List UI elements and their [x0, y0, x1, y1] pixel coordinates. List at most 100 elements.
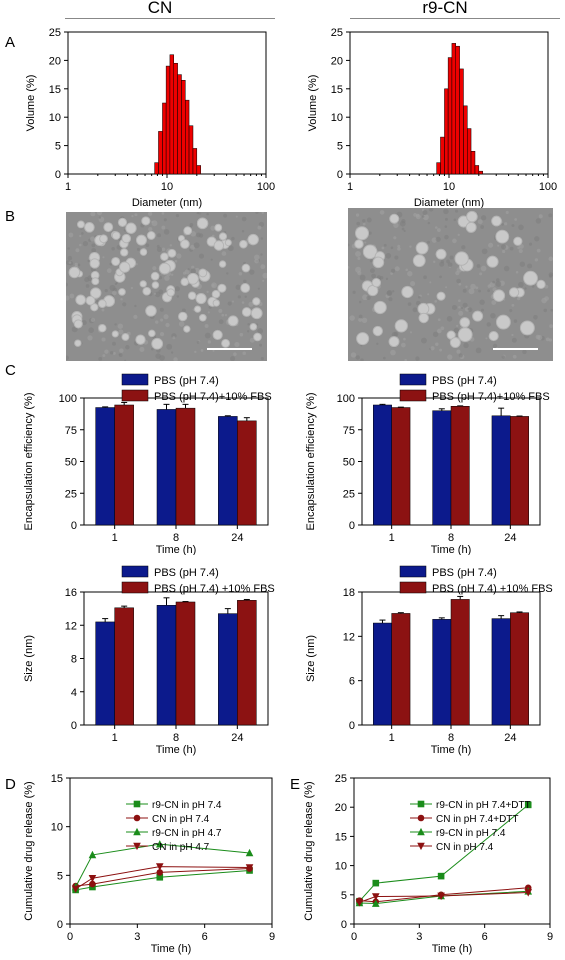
tem-particle — [212, 329, 223, 341]
tem-noise — [430, 346, 435, 351]
x-tick-label: 8 — [173, 732, 179, 744]
y-tick-label: 12 — [343, 631, 355, 643]
tem-noise — [513, 319, 518, 323]
x-tick-label: 24 — [231, 732, 243, 744]
y-tick-label: 12 — [65, 620, 77, 632]
tem-noise — [433, 260, 436, 264]
tem-noise — [109, 351, 114, 355]
tem-particle — [187, 291, 197, 301]
tem-noise — [260, 237, 264, 240]
tem-particle — [211, 289, 221, 299]
tem-noise — [165, 322, 170, 328]
tem-particle — [90, 303, 99, 312]
tem-noise — [390, 349, 396, 356]
tem-particle — [508, 287, 520, 298]
tem-noise — [415, 356, 420, 361]
tem-noise — [261, 212, 264, 214]
column-title-r9cn: r9-CN — [422, 0, 468, 17]
legend-marker — [133, 800, 141, 808]
tem-noise — [247, 322, 251, 326]
tem-noise — [518, 281, 524, 288]
tem-particle — [415, 241, 429, 255]
tem-noise — [247, 330, 250, 333]
tem-particle — [247, 233, 259, 246]
data-point — [89, 880, 96, 888]
y-tick-label: 6 — [349, 676, 355, 688]
chart-encapsulation-cn: 0 25 50 75 100 Time (h) Encapsulation efficien… — [23, 373, 272, 555]
tem-particle — [166, 288, 175, 297]
x-tick-label: 100 — [257, 181, 275, 193]
tem-noise — [516, 296, 521, 301]
tem-noise — [481, 308, 485, 312]
plot-frame — [353, 777, 551, 925]
tem-noise — [262, 279, 265, 282]
tem-noise — [465, 285, 468, 288]
tem-noise — [435, 342, 439, 346]
tem-noise — [112, 341, 116, 346]
tem-noise — [163, 229, 170, 235]
tem-noise — [259, 343, 263, 347]
histogram-bar — [459, 68, 464, 175]
tem-noise — [176, 253, 182, 259]
y-tick-label: 0 — [71, 720, 77, 732]
tem-noise — [492, 280, 495, 284]
x-axis-label: Time (h) — [151, 943, 192, 955]
y-tick-label: 0 — [57, 919, 63, 931]
tem-noise — [112, 351, 116, 355]
tem-noise — [487, 289, 490, 293]
tem-noise — [427, 221, 431, 225]
legend-label: PBS (pH 7.4) — [432, 375, 497, 387]
tem-noise — [519, 261, 526, 267]
tem-noise — [231, 236, 235, 241]
tem-noise — [196, 232, 201, 238]
tem-noise — [440, 326, 445, 331]
tem-noise — [257, 225, 262, 230]
tem-noise — [502, 249, 506, 254]
y-tick-label: 75 — [65, 425, 77, 437]
y-axis-label: Cumulative drug release (%) — [23, 781, 35, 920]
histogram-bar — [455, 45, 460, 175]
bar-pbs — [218, 613, 238, 726]
tem-noise — [133, 314, 138, 319]
legend-label: PBS (pH 7.4) — [154, 375, 219, 387]
tem-particle — [253, 332, 262, 342]
tem-noise — [548, 256, 553, 262]
tem-noise — [221, 251, 227, 256]
y-tick-label: 20 — [335, 802, 347, 814]
tem-noise — [392, 290, 395, 293]
x-tick-label: 8 — [448, 532, 454, 544]
legend-swatch — [399, 389, 427, 402]
tem-noise — [174, 286, 180, 292]
histogram-bar — [169, 54, 175, 175]
tem-noise — [476, 264, 481, 268]
tem-noise — [531, 284, 535, 288]
y-tick-label: 75 — [343, 425, 355, 437]
tem-noise — [486, 322, 491, 327]
x-axis-label: Diameter (nm) — [132, 197, 202, 209]
y-tick-label: 0 — [55, 169, 61, 181]
y-tick-label: 5 — [341, 890, 347, 902]
tem-noise — [212, 234, 215, 238]
tem-noise — [134, 304, 137, 308]
tem-particle — [196, 217, 209, 230]
bar-pbs — [373, 404, 392, 526]
bar-fbs — [175, 601, 196, 726]
tem-particle — [91, 277, 100, 286]
y-tick-label: 50 — [343, 457, 355, 469]
tem-noise — [548, 274, 553, 278]
tem-noise — [260, 253, 263, 256]
tem-particle — [139, 280, 147, 288]
data-point — [156, 869, 164, 876]
bar-fbs — [237, 600, 257, 726]
tem-noise — [428, 208, 434, 212]
y-tick-label: 18 — [343, 587, 355, 599]
tem-particle — [436, 291, 446, 301]
tem-noise — [358, 317, 363, 322]
tem-noise — [356, 221, 361, 226]
bar-fbs — [510, 612, 529, 726]
tem-particle — [354, 226, 369, 241]
tem-particle — [125, 222, 137, 234]
histogram-bar — [436, 162, 441, 175]
tem-noise — [480, 225, 485, 229]
tem-image-cn — [66, 212, 267, 361]
